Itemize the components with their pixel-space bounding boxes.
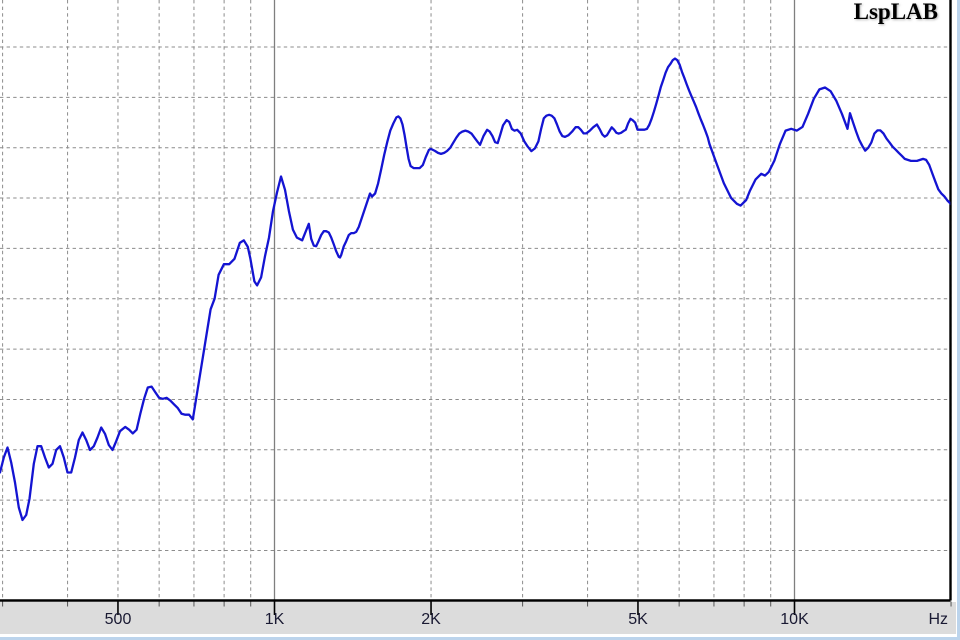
svg-text:5K: 5K [628, 611, 648, 628]
svg-text:1K: 1K [265, 611, 285, 628]
svg-text:500: 500 [105, 611, 132, 628]
svg-text:10K: 10K [780, 611, 809, 628]
svg-text:Hz: Hz [928, 611, 948, 628]
svg-text:2K: 2K [421, 611, 441, 628]
